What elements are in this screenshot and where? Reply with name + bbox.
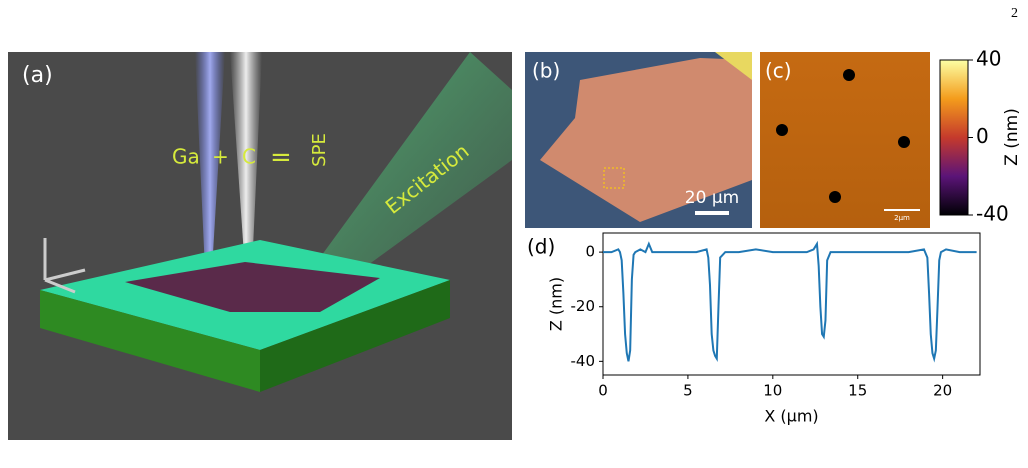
plot-frame	[602, 232, 981, 376]
panel-label: (b)	[532, 59, 560, 83]
flake	[125, 262, 380, 312]
panel-label: (a)	[22, 63, 53, 88]
annotation: =	[270, 143, 292, 173]
panel-label: (c)	[765, 59, 792, 83]
hole	[898, 136, 910, 148]
x-tick-label: 10	[763, 382, 782, 400]
c-beam	[230, 52, 262, 270]
hole	[829, 191, 841, 203]
colorbar	[939, 59, 969, 216]
x-tick-label: 15	[848, 382, 867, 400]
substrate-side	[260, 280, 450, 392]
y-tick-label: -20	[571, 297, 596, 315]
y-axis-label: Z (nm)	[547, 277, 566, 331]
flake-image	[715, 52, 752, 80]
colorbar-tick-label: 0	[976, 124, 989, 148]
page-number: 2	[1011, 6, 1018, 21]
annotation: +	[212, 145, 229, 169]
flake-image	[540, 58, 752, 222]
x-tick-label: 20	[933, 382, 952, 400]
hole	[776, 124, 788, 136]
scale-bar	[884, 209, 920, 211]
ga-beam	[195, 52, 225, 270]
panel-label: (d)	[527, 235, 555, 259]
axis-arrow	[44, 278, 76, 294]
scale-bar-label: 20 μm	[685, 188, 739, 208]
annotation: Ga	[172, 145, 200, 169]
substrate-side	[40, 290, 260, 392]
annotation: C	[242, 145, 256, 169]
colorbar-tick-label: 40	[976, 47, 1001, 71]
region-box	[603, 167, 625, 189]
scale-bar-label: 2μm	[894, 214, 910, 222]
x-tick-label: 5	[683, 382, 693, 400]
y-tick-label: 0	[585, 243, 595, 261]
x-axis-label: X (μm)	[764, 407, 818, 426]
hole	[843, 69, 855, 81]
x-tick-label: 0	[598, 382, 608, 400]
data-line	[603, 240, 977, 363]
annotation: SPE	[309, 133, 330, 167]
excitation-beam	[300, 52, 512, 300]
colorbar-label: Z (nm)	[1002, 108, 1022, 166]
axis-arrow	[44, 268, 86, 282]
scale-bar	[695, 211, 729, 215]
colorbar-tick-label: -40	[976, 202, 1009, 226]
y-tick-label: -40	[571, 352, 596, 370]
